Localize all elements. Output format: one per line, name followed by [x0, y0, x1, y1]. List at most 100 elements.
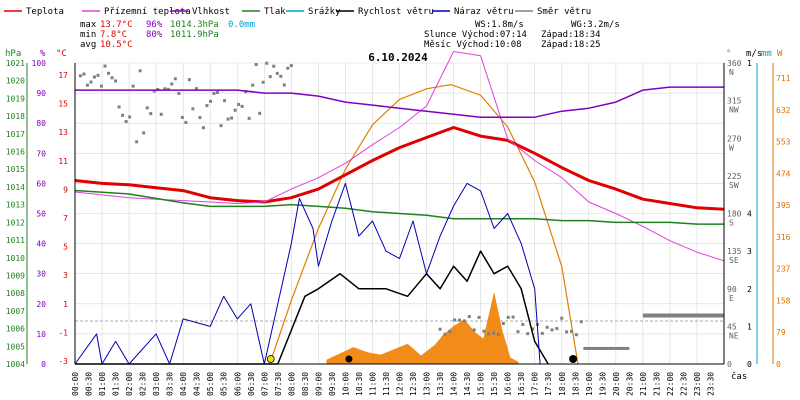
- wind-dir-point: [194, 87, 198, 91]
- unit-dir: °: [726, 49, 731, 59]
- tick-time: 15:00: [477, 372, 486, 396]
- tick-time: 01:30: [112, 372, 121, 396]
- tick-time: 02:00: [125, 372, 134, 396]
- tick-time: 12:30: [409, 372, 418, 396]
- tick-pct: 40: [36, 240, 46, 249]
- series-tlak: [74, 189, 724, 225]
- tick-time: 06:30: [247, 372, 256, 396]
- tick-c: -3: [58, 357, 68, 366]
- sun-curve: [269, 83, 579, 365]
- legend-label: Vlhkost: [192, 7, 230, 17]
- wind-dir-point: [526, 332, 530, 336]
- tick-time: 03:00: [152, 372, 161, 396]
- tick-dir-name: N: [729, 68, 734, 77]
- wind-dir-point: [540, 331, 544, 335]
- tick-time: 22:00: [666, 372, 675, 396]
- tick-w: 553: [776, 138, 791, 147]
- tick-dir-deg: 0: [727, 360, 732, 369]
- tick-time: 00:00: [71, 372, 80, 396]
- tick-hpa: 1009: [6, 271, 25, 280]
- wind-dir-point: [216, 91, 220, 95]
- tick-dir-name: E: [729, 294, 734, 303]
- tick-c: 7: [63, 214, 68, 223]
- unit-c: °C: [56, 49, 67, 59]
- series-vlhkost: [75, 86, 724, 118]
- tick-pct: 0: [41, 360, 46, 369]
- tick-time: 21:00: [639, 372, 648, 396]
- wind-dir-point: [121, 113, 125, 117]
- stats-label-max: max: [80, 20, 97, 30]
- tick-w: 237: [776, 265, 791, 274]
- tick-time: 20:30: [625, 372, 634, 396]
- wind-dir-point: [275, 71, 279, 75]
- tick-dir-deg: 135: [727, 247, 742, 256]
- wind-dir-point: [145, 106, 149, 110]
- tick-c: 17: [58, 71, 68, 80]
- unit-ms: m/s: [746, 49, 762, 59]
- series-p-zemn-teplota: [74, 51, 725, 262]
- wind-dir-point: [114, 79, 118, 83]
- wind-direction-points: [78, 61, 724, 350]
- wind-dir-point: [230, 116, 234, 120]
- tick-c: 9: [63, 185, 68, 194]
- stats-temp-max: 13.7°C: [100, 20, 133, 30]
- wind-dir-point: [208, 99, 212, 103]
- wind-dir-point: [462, 319, 466, 323]
- tick-time: 11:30: [382, 372, 391, 396]
- tick-c: 3: [63, 271, 68, 280]
- wind-dir-segment: [583, 346, 630, 350]
- series-n-raz-v-tru: [74, 182, 541, 365]
- tick-time: 14:30: [463, 372, 472, 396]
- tick-hpa: 1004: [6, 360, 25, 369]
- wind-dir-point: [501, 322, 505, 326]
- wind-dir-point: [131, 84, 135, 88]
- wind-dir-point: [96, 73, 100, 77]
- legend-label: Směr větru: [537, 7, 591, 17]
- tick-pct: 100: [32, 59, 47, 68]
- stats-sunset: Západ:18:34: [541, 30, 601, 40]
- wind-dir-point: [198, 116, 202, 120]
- wind-dir-point: [569, 329, 573, 333]
- wind-dir-point: [516, 330, 520, 334]
- tick-pct: 10: [36, 330, 46, 339]
- series-lines: [74, 51, 725, 365]
- wind-dir-point: [107, 71, 111, 75]
- tick-time: 17:00: [531, 372, 540, 396]
- wind-dir-point: [282, 83, 286, 87]
- tick-labels: 1021102010191018101710161015101410131012…: [6, 59, 791, 396]
- stats-temp-min: 7.8°C: [100, 30, 127, 40]
- wind-dir-point: [477, 315, 481, 319]
- wind-dir-point: [103, 64, 107, 68]
- stats-label-avg: avg: [80, 40, 96, 50]
- wind-dir-point: [545, 325, 549, 329]
- wind-dir-point: [223, 99, 227, 103]
- tick-hpa: 1013: [6, 201, 25, 210]
- tick-hpa: 1020: [6, 77, 25, 86]
- stats-rain-max: 0.0mm: [228, 20, 255, 30]
- wind-dir-point: [142, 131, 146, 135]
- tick-hpa: 1010: [6, 254, 25, 263]
- tick-time: 12:00: [396, 372, 405, 396]
- tick-ms: 4: [747, 210, 752, 219]
- stats-block: max min avg 13.7°C 7.8°C 10.5°C 96% 80% …: [80, 20, 620, 50]
- wind-dir-point: [85, 83, 89, 87]
- tick-c: -1: [58, 328, 68, 337]
- series-rychlost-v-tru: [75, 250, 549, 365]
- sun-intensity-area: [326, 292, 519, 364]
- tick-dir-name: S: [729, 219, 734, 228]
- tick-ms: 1: [747, 322, 752, 331]
- tick-ms: 1: [747, 59, 752, 68]
- tick-dir-name: SW: [729, 181, 739, 190]
- stats-moonset: Západ:18:25: [541, 40, 601, 50]
- wind-dir-point: [496, 332, 500, 336]
- tick-w: 158: [776, 296, 791, 305]
- tick-time: 17:30: [544, 372, 553, 396]
- tick-time: 09:00: [314, 372, 323, 396]
- tick-ms: 0: [747, 360, 752, 369]
- tick-hpa: 1007: [6, 307, 25, 316]
- tick-time: 04:00: [179, 372, 188, 396]
- tick-ms: 2: [747, 285, 752, 294]
- tick-pct: 20: [36, 300, 46, 309]
- tick-w: 711: [776, 74, 791, 83]
- wind-dir-point: [201, 126, 205, 130]
